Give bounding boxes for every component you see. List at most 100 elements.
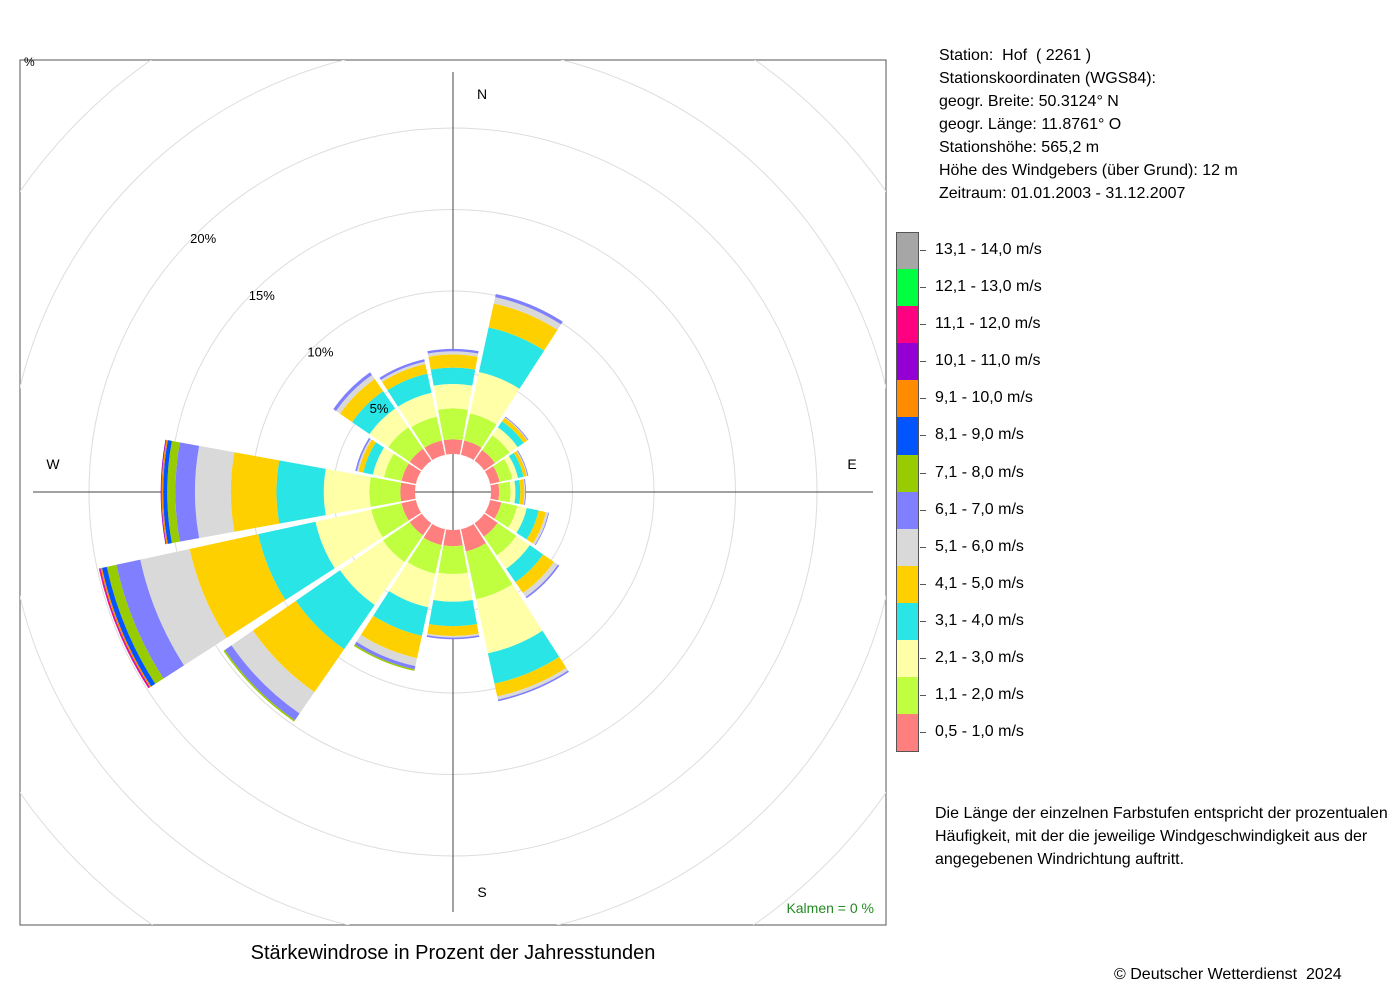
petal-w-segment-1: [400, 482, 416, 502]
petal-nnw-segment-5: [382, 364, 428, 391]
petal-wsw-segment-2: [371, 503, 409, 538]
petal-wnw-segment-3: [372, 447, 394, 478]
petal-wnw-segment-1: [401, 463, 422, 484]
petal-sw-segment-7: [224, 645, 300, 721]
speed-legend: 13,1 - 14,0 m/s 12,1 - 13,0 m/s 11,1 - 12,…: [896, 232, 1066, 752]
legend-swatch: [896, 269, 919, 307]
legend-item: 10,1 - 11,0 m/s: [896, 343, 1066, 381]
petal-sw-segment-4: [295, 570, 375, 650]
petal-s-segment-5: [427, 624, 479, 636]
legend-item: 8,1 - 9,0 m/s: [896, 417, 1066, 455]
petal-nw-segment-5: [340, 379, 384, 423]
corner-percent-label: %: [24, 55, 35, 69]
petal-ne: [474, 416, 529, 471]
petal-ssw-segment-2: [407, 537, 442, 574]
petal-nne-segment-7: [495, 293, 563, 325]
petal-w-segment-11: [160, 439, 167, 545]
petal-e-segment-3: [509, 480, 516, 504]
legend-tick: [920, 695, 926, 697]
legend-label: 9,1 - 10,0 m/s: [935, 389, 1033, 407]
legend-tick: [920, 435, 926, 437]
legend-tick: [920, 361, 926, 363]
legend-label: 6,1 - 7,0 m/s: [935, 500, 1024, 518]
petal-nnw-segment-6: [380, 361, 426, 382]
petal-wnw: [355, 437, 422, 484]
legend-swatch: [896, 380, 919, 418]
petal-ssw: [353, 523, 445, 671]
petal-wnw-segment-6: [356, 438, 372, 472]
legend-item: 13,1 - 14,0 m/s: [896, 232, 1066, 270]
legend-tick: [920, 509, 926, 511]
petal-nw-segment-4: [352, 391, 396, 435]
station-coords-heading: Stationskoordinaten (WGS84):: [939, 70, 1156, 87]
petal-se-segment-4: [506, 545, 544, 583]
station-elevation: Stationshöhe: 565,2 m: [939, 139, 1100, 156]
radial-tick-label-5: 5%: [370, 401, 389, 416]
station-latitude: geogr. Breite: 50.3124° N: [939, 93, 1119, 110]
petal-se-segment-1: [474, 513, 498, 537]
petal-s-segment-1: [443, 529, 463, 547]
petal-w-segment-2: [369, 477, 402, 507]
legend-swatch: [896, 454, 919, 492]
legend-tick: [920, 732, 926, 734]
petal-sw-segment-2: [382, 521, 424, 563]
legend-tick: [920, 583, 926, 585]
petal-nne-segment-2: [464, 413, 497, 448]
petal-nnw-segment-2: [411, 416, 442, 448]
petal-e-segment-6: [523, 479, 526, 505]
legend-swatch: [896, 417, 919, 455]
chart-title: Stärkewindrose in Prozent der Jahresstun…: [250, 942, 656, 964]
petal-se-segment-2: [483, 522, 517, 556]
petal-ssw-segment-1: [423, 523, 445, 546]
legend-label: 3,1 - 4,0 m/s: [935, 611, 1024, 629]
compass-label-s: S: [477, 884, 486, 900]
petal-ese-segment-1: [484, 500, 502, 519]
petal-n-segment-2: [438, 408, 468, 441]
legend-item: 4,1 - 5,0 m/s: [896, 565, 1066, 603]
legend-tick: [920, 472, 926, 474]
petal-n-segment-1: [443, 439, 463, 455]
petal-ssw-segment-7: [354, 641, 416, 670]
petal-ese-segment-7: [534, 512, 550, 546]
petal-nw-segment-2: [388, 427, 424, 463]
petal-nnw-segment-4: [387, 373, 432, 407]
compass-label-w: W: [46, 456, 60, 472]
legend-item: 0,5 - 1,0 m/s: [896, 714, 1066, 752]
petal-sse-segment-7: [497, 670, 569, 702]
petal-ese-segment-6: [532, 512, 549, 545]
calm-label: Kalmen = 0 %: [786, 900, 874, 916]
petal-w-segment-9: [163, 440, 172, 544]
petal-nw: [333, 372, 432, 471]
petal-ssw-segment-6: [356, 634, 418, 667]
petal-wsw-segment-7: [116, 559, 185, 679]
legend-tick: [920, 250, 926, 251]
petal-sse-segment-5: [494, 656, 567, 697]
petal-se-segment-3: [496, 535, 530, 569]
legend-swatch: [896, 491, 919, 529]
petal-wnw-segment-2: [383, 453, 409, 481]
petal-se-segment-7: [525, 564, 560, 599]
petal-s-segment-4: [429, 599, 477, 627]
petal-sse: [461, 523, 569, 702]
petal-ese-segment-2: [494, 502, 518, 528]
petal-w-segment-3: [323, 468, 371, 516]
petal-nnw-segment-7: [379, 359, 425, 380]
petal-ene-segment-1: [484, 466, 500, 484]
legend-swatch: [896, 306, 919, 344]
petal-sse-segment-6: [497, 667, 569, 700]
legend-swatch: [896, 602, 919, 641]
petal-nw-segment-7: [333, 372, 372, 411]
legend-item: 11,1 - 12,0 m/s: [896, 306, 1066, 344]
petal-w-segment-6: [194, 445, 235, 539]
petal-nne-segment-3: [469, 372, 520, 425]
petal-ene-segment-7: [517, 450, 529, 476]
petal-w-segment-5: [230, 452, 280, 532]
petal-wnw-segment-4: [363, 442, 385, 475]
plot-frame: [19, 59, 887, 926]
legend-tick: [920, 658, 926, 660]
legend-item: 9,1 - 10,0 m/s: [896, 380, 1066, 418]
petal-wsw-segment-6: [140, 548, 227, 666]
legend-label: 5,1 - 6,0 m/s: [935, 537, 1024, 555]
petal-ne-segment-6: [504, 417, 528, 441]
petal-e-segment-7: [524, 478, 527, 506]
